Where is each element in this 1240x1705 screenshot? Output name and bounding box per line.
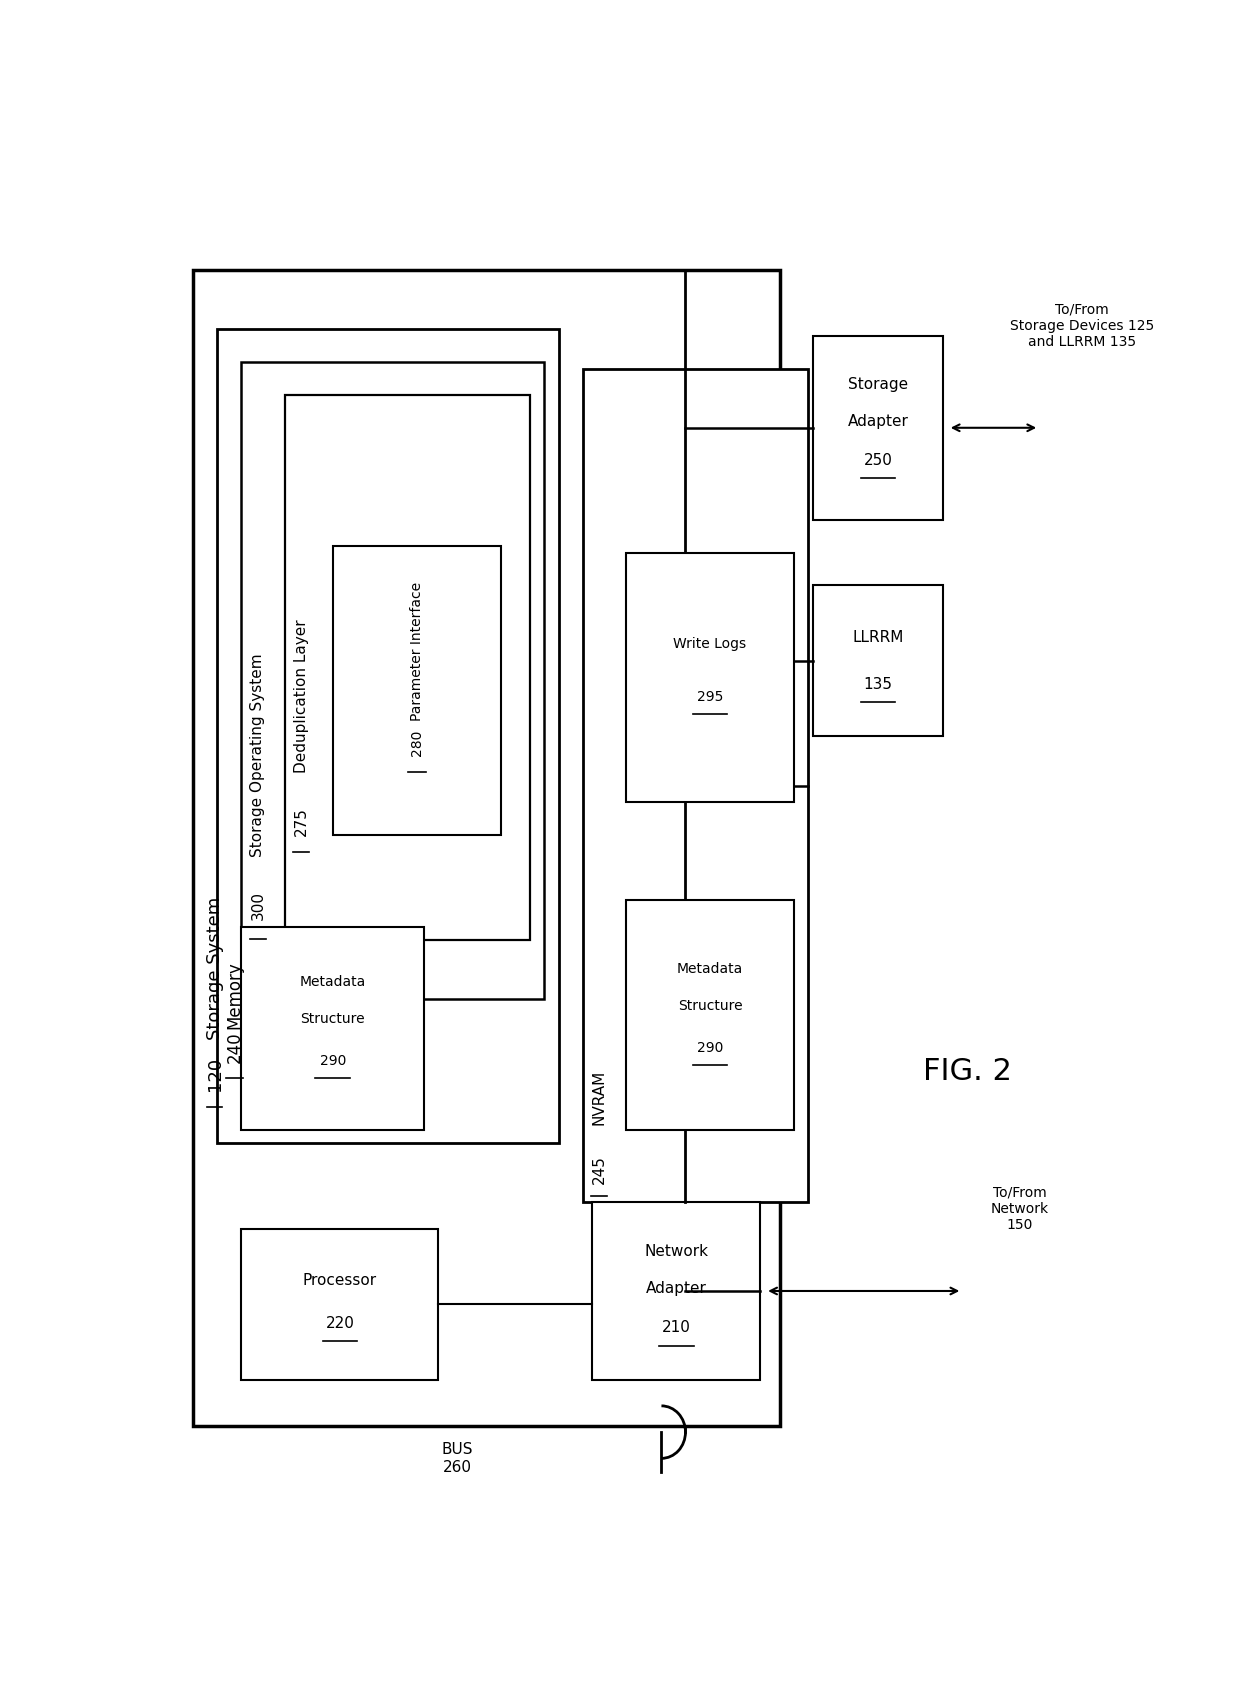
FancyBboxPatch shape: [242, 928, 424, 1130]
Text: FIG. 2: FIG. 2: [923, 1057, 1012, 1086]
Text: LLRRM: LLRRM: [852, 629, 904, 644]
Text: NVRAM: NVRAM: [591, 1069, 606, 1125]
Text: Structure: Structure: [300, 1013, 365, 1026]
FancyBboxPatch shape: [193, 271, 780, 1425]
FancyBboxPatch shape: [332, 546, 501, 835]
FancyBboxPatch shape: [242, 361, 544, 999]
Text: Structure: Structure: [678, 999, 743, 1013]
Text: To/From
Network
150: To/From Network 150: [991, 1185, 1049, 1233]
Text: 275: 275: [294, 806, 309, 835]
Text: 120: 120: [206, 1057, 223, 1091]
Text: Memory: Memory: [226, 962, 244, 1028]
Text: Metadata: Metadata: [677, 962, 743, 977]
Text: Storage Operating System: Storage Operating System: [250, 653, 265, 856]
Text: Deduplication Layer: Deduplication Layer: [294, 621, 309, 774]
Text: 300: 300: [250, 892, 265, 921]
Text: 245: 245: [591, 1154, 606, 1183]
Text: 290: 290: [320, 1054, 346, 1069]
Text: Adapter: Adapter: [848, 414, 909, 428]
FancyBboxPatch shape: [583, 368, 808, 1202]
Text: To/From
Storage Devices 125
and LLRRM 135: To/From Storage Devices 125 and LLRRM 13…: [1011, 302, 1154, 350]
Text: Adapter: Adapter: [646, 1280, 707, 1296]
Text: Network: Network: [645, 1245, 708, 1258]
Text: Parameter Interface: Parameter Interface: [410, 581, 424, 721]
FancyBboxPatch shape: [217, 329, 558, 1144]
Text: 135: 135: [863, 677, 893, 692]
FancyBboxPatch shape: [242, 1229, 439, 1379]
Text: 290: 290: [697, 1042, 723, 1055]
Text: BUS
260: BUS 260: [441, 1442, 474, 1475]
Text: 220: 220: [326, 1316, 355, 1332]
Text: Metadata: Metadata: [300, 975, 366, 989]
FancyBboxPatch shape: [626, 552, 794, 801]
Text: 250: 250: [864, 454, 893, 469]
Text: Processor: Processor: [303, 1274, 377, 1287]
FancyBboxPatch shape: [593, 1202, 760, 1379]
FancyBboxPatch shape: [285, 396, 529, 939]
Text: Write Logs: Write Logs: [673, 638, 746, 651]
Text: 280: 280: [410, 730, 424, 755]
FancyBboxPatch shape: [813, 336, 944, 520]
Text: Storage: Storage: [848, 377, 908, 392]
Text: Storage System: Storage System: [206, 897, 223, 1040]
Text: 210: 210: [662, 1320, 691, 1335]
FancyBboxPatch shape: [626, 900, 794, 1130]
Text: 240: 240: [226, 1032, 244, 1064]
FancyBboxPatch shape: [813, 585, 944, 737]
Text: 295: 295: [697, 691, 723, 704]
